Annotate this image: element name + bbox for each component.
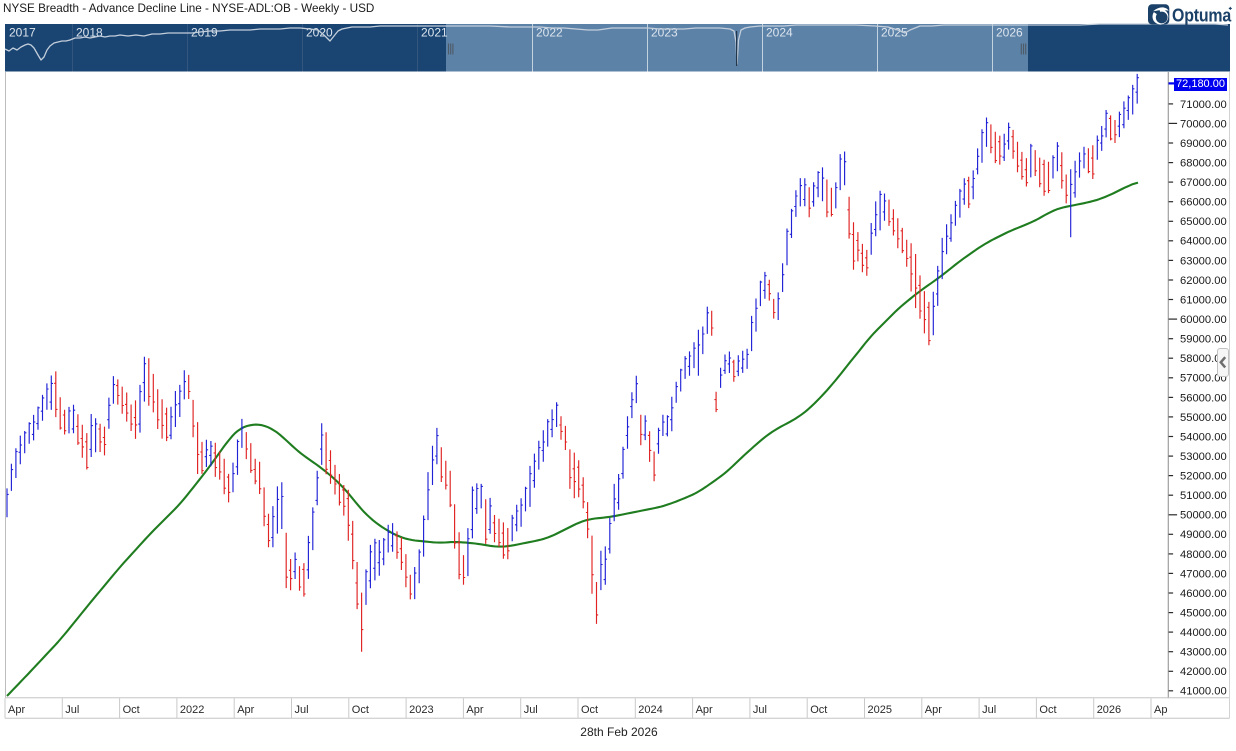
svg-text:66000.00: 66000.00 <box>1180 197 1227 209</box>
svg-text:2021: 2021 <box>421 26 448 40</box>
svg-text:48000.00: 48000.00 <box>1180 549 1227 561</box>
svg-text:Oct: Oct <box>581 704 598 716</box>
svg-text:63000.00: 63000.00 <box>1180 255 1227 267</box>
svg-text:70000.00: 70000.00 <box>1180 118 1227 130</box>
svg-text:52000.00: 52000.00 <box>1180 471 1227 483</box>
svg-text:Apr: Apr <box>925 704 942 716</box>
svg-text:2022: 2022 <box>180 704 204 716</box>
svg-text:42000.00: 42000.00 <box>1180 666 1227 678</box>
svg-text:44000.00: 44000.00 <box>1180 627 1227 639</box>
svg-text:Apr: Apr <box>237 704 254 716</box>
svg-text:Oct: Oct <box>1039 704 1056 716</box>
svg-text:53000.00: 53000.00 <box>1180 451 1227 463</box>
svg-text:Jul: Jul <box>65 704 79 716</box>
svg-text:2019: 2019 <box>191 26 218 40</box>
svg-text:Jul: Jul <box>524 704 538 716</box>
svg-text:Ap: Ap <box>1154 704 1167 716</box>
svg-text:67000.00: 67000.00 <box>1180 177 1227 189</box>
svg-text:71000.00: 71000.00 <box>1180 99 1227 111</box>
svg-text:45000.00: 45000.00 <box>1180 608 1227 620</box>
svg-text:54000.00: 54000.00 <box>1180 431 1227 443</box>
svg-text:61000.00: 61000.00 <box>1180 294 1227 306</box>
svg-text:2018: 2018 <box>76 26 103 40</box>
svg-text:2022: 2022 <box>536 26 563 40</box>
svg-text:2023: 2023 <box>409 704 433 716</box>
svg-text:47000.00: 47000.00 <box>1180 568 1227 580</box>
svg-text:65000.00: 65000.00 <box>1180 216 1227 228</box>
svg-text:57000.00: 57000.00 <box>1180 373 1227 385</box>
svg-text:68000.00: 68000.00 <box>1180 158 1227 170</box>
svg-text:2024: 2024 <box>638 704 662 716</box>
svg-text:49000.00: 49000.00 <box>1180 529 1227 541</box>
svg-text:2025: 2025 <box>868 704 892 716</box>
svg-text:62000.00: 62000.00 <box>1180 275 1227 287</box>
svg-text:2023: 2023 <box>651 26 678 40</box>
svg-text:69000.00: 69000.00 <box>1180 138 1227 150</box>
svg-text:2026: 2026 <box>1097 704 1121 716</box>
svg-text:43000.00: 43000.00 <box>1180 647 1227 659</box>
svg-text:Jul: Jul <box>753 704 767 716</box>
svg-text:41000.00: 41000.00 <box>1180 686 1227 698</box>
svg-text:Oct: Oct <box>810 704 827 716</box>
svg-text:Jul: Jul <box>982 704 996 716</box>
svg-text:Oct: Oct <box>123 704 140 716</box>
svg-text:55000.00: 55000.00 <box>1180 412 1227 424</box>
svg-text:Jul: Jul <box>295 704 309 716</box>
svg-text:Oct: Oct <box>352 704 369 716</box>
svg-text:60000.00: 60000.00 <box>1180 314 1227 326</box>
svg-text:2020: 2020 <box>306 26 333 40</box>
svg-text:2024: 2024 <box>766 26 793 40</box>
svg-text:2017: 2017 <box>9 26 36 40</box>
svg-text:64000.00: 64000.00 <box>1180 236 1227 248</box>
svg-text:Apr: Apr <box>466 704 483 716</box>
svg-text:50000.00: 50000.00 <box>1180 510 1227 522</box>
svg-text:2025: 2025 <box>881 26 908 40</box>
svg-text:Apr: Apr <box>696 704 713 716</box>
svg-text:56000.00: 56000.00 <box>1180 392 1227 404</box>
svg-text:Apr: Apr <box>8 704 25 716</box>
svg-text:59000.00: 59000.00 <box>1180 334 1227 346</box>
svg-text:58000.00: 58000.00 <box>1180 353 1227 365</box>
svg-text:46000.00: 46000.00 <box>1180 588 1227 600</box>
svg-text:Optuma: Optuma <box>1172 4 1232 25</box>
svg-text:2026: 2026 <box>996 26 1023 40</box>
svg-text:51000.00: 51000.00 <box>1180 490 1227 502</box>
